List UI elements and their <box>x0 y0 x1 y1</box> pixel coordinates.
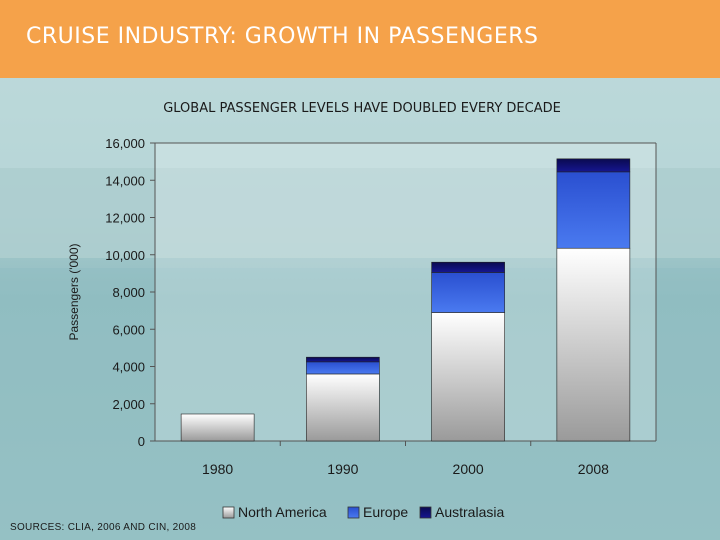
y-tick-label: 16,000 <box>105 136 145 151</box>
legend-label-north-america: North America <box>238 504 327 520</box>
bar-north-america-1990 <box>306 373 380 442</box>
y-tick-label: 2,000 <box>112 397 145 412</box>
y-tick-label: 14,000 <box>105 173 145 188</box>
y-tick-label: 12,000 <box>105 211 145 226</box>
bar-north-america-2000 <box>431 312 505 442</box>
legend-swatch-europe <box>347 506 360 519</box>
bar-europe-2000 <box>431 272 505 313</box>
source-note: SOURCES: CLIA, 2006 AND CIN, 2008 <box>10 522 197 533</box>
y-tick-label: 0 <box>138 434 145 449</box>
x-tick-label: 1990 <box>327 461 358 477</box>
bar-europe-1990 <box>306 361 380 375</box>
bar-australasia-1990 <box>306 356 380 363</box>
y-tick-label: 10,000 <box>105 248 145 263</box>
legend: North America Europe Australasia <box>222 504 504 520</box>
bar-north-america-1980 <box>180 413 255 442</box>
chart-title: GLOBAL PASSENGER LEVELS HAVE DOUBLED EVE… <box>163 101 561 116</box>
y-tick-label: 8,000 <box>112 285 145 300</box>
legend-label-europe: Europe <box>363 504 408 520</box>
plot-area: 0 2,000 4,000 6,000 8,000 10,000 12,000 14,000 1… <box>105 136 657 477</box>
x-tick-label: 2000 <box>453 461 484 477</box>
page-title: CRUISE INDUSTRY: GROWTH IN PASSENGERS <box>26 24 539 49</box>
bar-australasia-2008 <box>556 158 631 173</box>
bar-australasia-2000 <box>431 261 505 273</box>
legend-swatch-australasia <box>419 506 432 519</box>
legend-swatch-north-america <box>222 506 235 519</box>
legend-label-australasia: Australasia <box>435 504 504 520</box>
y-tick-label: 4,000 <box>112 360 145 375</box>
y-tick-label: 6,000 <box>112 322 145 337</box>
x-tick-label: 2008 <box>578 461 609 477</box>
x-tick-label: 1980 <box>202 461 233 477</box>
bar-europe-2008 <box>556 171 631 249</box>
title-bar: CRUISE INDUSTRY: GROWTH IN PASSENGERS <box>0 0 720 78</box>
bar-north-america-2008 <box>556 247 631 442</box>
y-axis-label: Passengers ('000) <box>67 243 81 340</box>
